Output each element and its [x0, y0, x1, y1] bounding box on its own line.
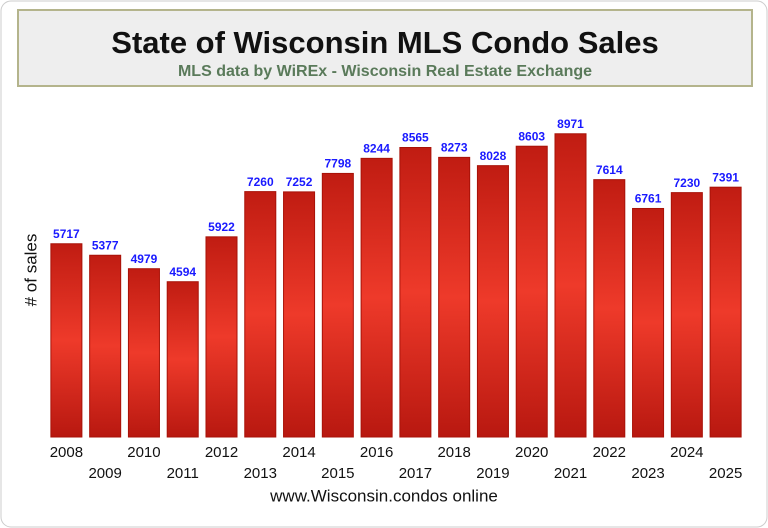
x-tick-label: 2008	[50, 444, 83, 461]
bar	[399, 147, 432, 438]
x-tick-label: 2019	[476, 465, 509, 482]
bar	[709, 186, 742, 438]
value-label: 8971	[557, 117, 584, 131]
value-label: 7614	[596, 163, 623, 177]
value-label: 8603	[518, 129, 545, 143]
bar	[632, 207, 665, 438]
value-label: 7252	[286, 175, 313, 189]
x-tick-label: 2013	[244, 465, 277, 482]
bar	[127, 268, 160, 438]
bar	[670, 192, 703, 438]
value-label: 5717	[53, 227, 80, 241]
x-tick-label: 2009	[88, 465, 121, 482]
x-tick-label: 2023	[631, 465, 664, 482]
x-tick-label: 2012	[205, 444, 238, 461]
value-label: 7260	[247, 175, 274, 189]
bar	[515, 145, 548, 438]
value-label: 5922	[208, 220, 235, 234]
x-tick-label: 2014	[282, 444, 315, 461]
bar	[360, 157, 393, 438]
bar	[438, 156, 471, 438]
chart-subtitle: MLS data by WiREx - Wisconsin Real Estat…	[178, 63, 592, 80]
bar	[205, 236, 238, 438]
value-label: 6761	[635, 192, 662, 206]
x-tick-label: 2016	[360, 444, 393, 461]
value-label: 8565	[402, 131, 429, 145]
value-label: 5377	[92, 238, 119, 252]
x-tick-label: 2011	[167, 465, 199, 482]
value-label: 7230	[673, 176, 700, 190]
bar	[476, 165, 509, 438]
x-tick-label: 2015	[321, 465, 354, 482]
bar	[166, 281, 199, 438]
x-tick-label: 2020	[515, 444, 548, 461]
bar	[89, 254, 122, 438]
bar	[283, 191, 316, 438]
x-tick-label: 2025	[709, 465, 742, 482]
x-tick-label: 2010	[127, 444, 160, 461]
bar	[50, 243, 83, 438]
value-label: 8273	[441, 141, 468, 155]
value-label: 8028	[480, 149, 507, 163]
y-axis-label: # of sales	[21, 234, 40, 307]
x-tick-label: 2021	[554, 465, 587, 482]
footer: www.Wisconsin.condos online	[269, 486, 498, 505]
x-tick-label: 2024	[670, 444, 703, 461]
bar	[321, 172, 354, 438]
value-label: 4594	[169, 265, 196, 279]
value-label: 8244	[363, 142, 390, 156]
value-label: 7798	[324, 157, 351, 171]
value-label: 7391	[712, 170, 739, 184]
bar	[554, 133, 587, 438]
value-label: 4979	[131, 252, 158, 266]
chart-title: State of Wisconsin MLS Condo Sales	[111, 25, 658, 60]
x-tick-label: 2018	[437, 444, 470, 461]
x-tick-label: 2017	[399, 465, 432, 482]
title-box	[17, 9, 753, 87]
x-tick-label: 2022	[593, 444, 626, 461]
bar	[593, 179, 626, 438]
bar	[244, 191, 277, 438]
